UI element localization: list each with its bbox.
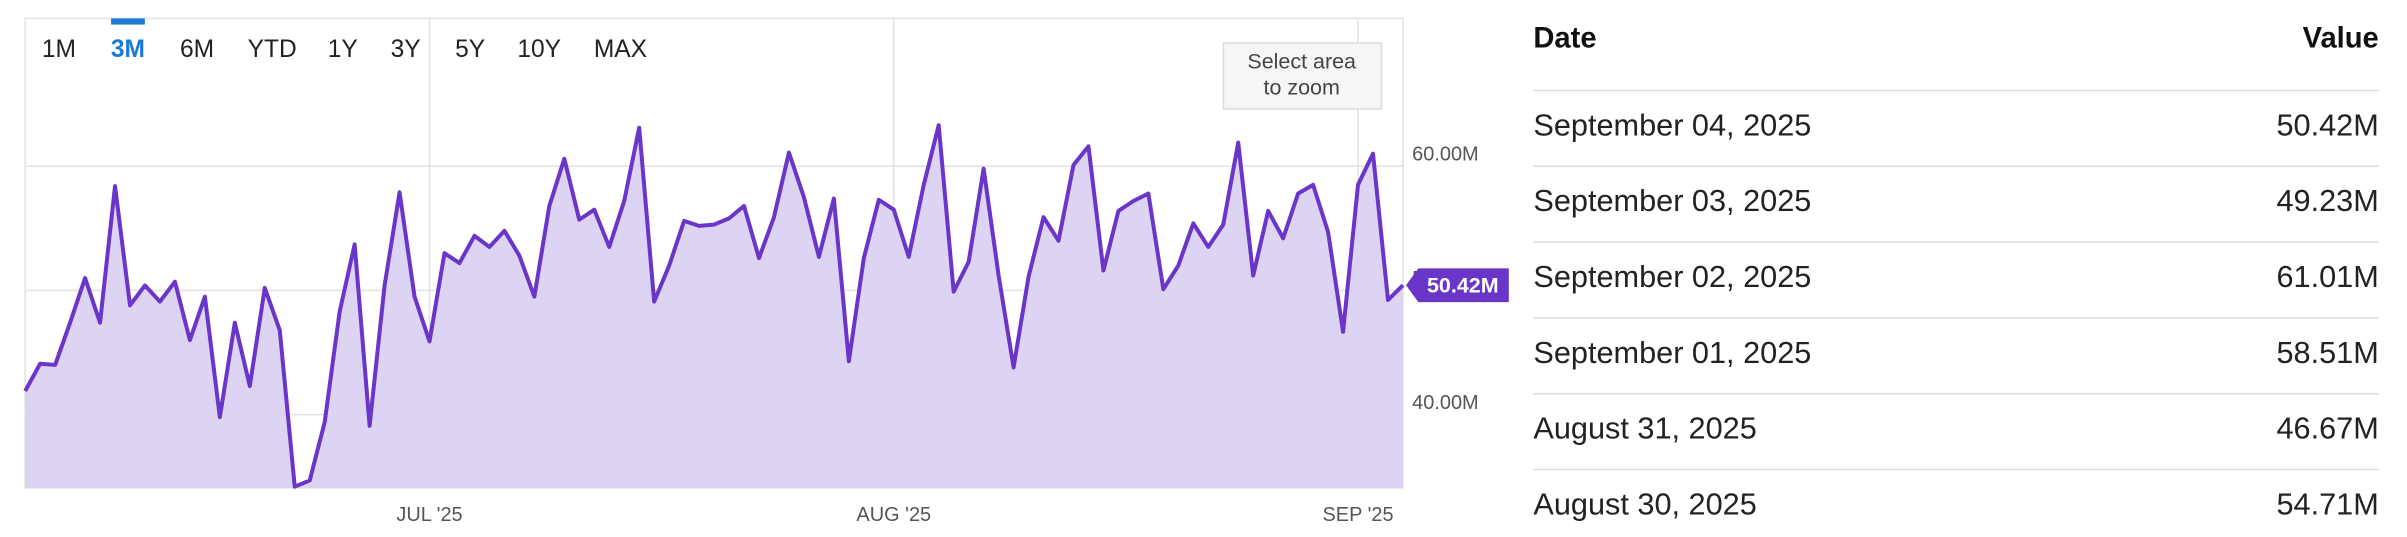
range-button[interactable]: 6M <box>180 36 214 63</box>
table-cell: 50.42M <box>2276 107 2378 142</box>
range-button[interactable]: MAX <box>594 36 647 63</box>
last-value-marker <box>1406 268 1509 303</box>
x-tick-label: AUG '25 <box>856 504 931 526</box>
table-cell: September 03, 2025 <box>1533 183 1811 218</box>
zoom-hint: Select area <box>1247 50 1356 74</box>
y-tick-label: 60.00M <box>1412 144 1479 166</box>
area <box>25 125 1403 488</box>
zoom-hint: to zoom <box>1264 76 1340 100</box>
table-cell: September 01, 2025 <box>1533 335 1811 370</box>
range-button[interactable]: 10Y <box>517 36 561 63</box>
table-cell: 46.67M <box>2276 411 2378 446</box>
x-tick-label: SEP '25 <box>1322 504 1393 526</box>
table-cell: September 04, 2025 <box>1533 107 1811 142</box>
table-cell: 54.71M <box>2276 486 2378 521</box>
selected-indicator <box>111 18 145 25</box>
table-cell: 58.51M <box>2276 335 2378 370</box>
table-cell: 61.01M <box>2276 259 2378 294</box>
line <box>23 123 1405 489</box>
range-button[interactable]: 1Y <box>328 36 358 63</box>
y-tick-label: 40.00M <box>1412 392 1479 414</box>
range-button[interactable]: YTD <box>248 36 297 63</box>
range-button[interactable]: 1M <box>42 36 76 63</box>
table-cell: 49.23M <box>2276 183 2378 218</box>
last-value-label: 50.42M <box>1427 273 1499 297</box>
table-header: Date <box>1533 23 1596 55</box>
range-button[interactable]: 3M <box>111 36 145 63</box>
table-cell: August 30, 2025 <box>1533 486 1756 521</box>
range-button[interactable]: 5Y <box>455 36 485 63</box>
range-button[interactable]: 3Y <box>391 36 421 63</box>
table-cell: September 02, 2025 <box>1533 259 1811 294</box>
table-cell: August 31, 2025 <box>1533 411 1756 446</box>
table-header: Value <box>2303 23 2379 55</box>
zoom-hint-box <box>1222 42 1383 110</box>
x-tick-label: JUL '25 <box>396 504 462 526</box>
